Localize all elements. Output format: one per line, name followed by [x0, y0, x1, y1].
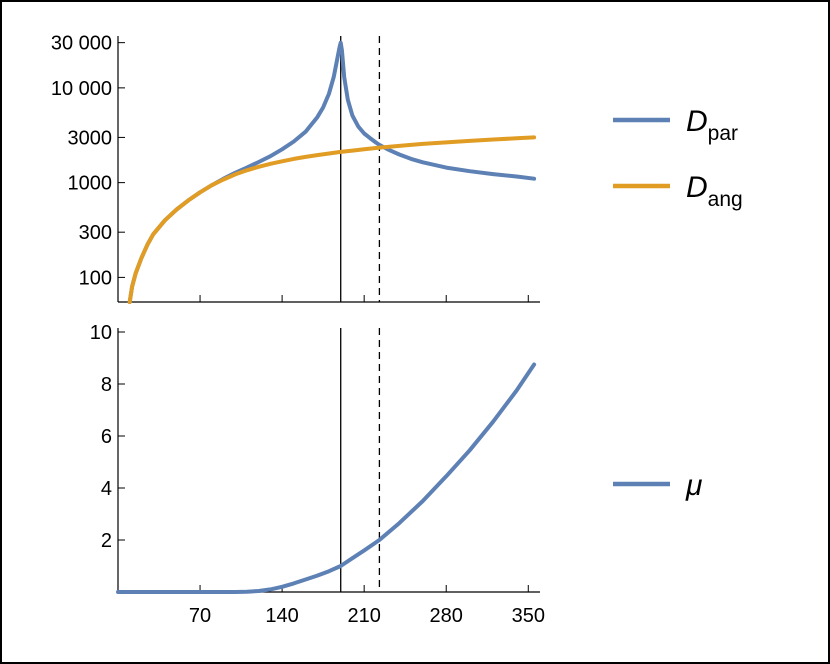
y-tick-label: 300 — [79, 222, 112, 244]
y-tick-label: 1000 — [68, 173, 113, 195]
legend-label-0-0: Dpar — [686, 105, 738, 145]
legend-subscript-text: par — [708, 122, 738, 145]
y-tick-label: 10 — [90, 322, 112, 344]
legend-label-0-1: Dang — [686, 171, 743, 211]
series-line-1-0 — [116, 362, 537, 594]
series-line-0-0 — [127, 40, 537, 304]
y-tick-label: 3000 — [68, 127, 113, 149]
y-tick-label: 10 000 — [51, 78, 112, 100]
x-tick-label: 210 — [347, 605, 380, 627]
x-tick-label: 280 — [430, 605, 463, 627]
legend-main-text: D — [686, 171, 708, 204]
y-tick-label: 8 — [101, 374, 112, 396]
y-tick-label: 2 — [101, 530, 112, 552]
x-tick-label: 350 — [512, 605, 545, 627]
series-line-0-1 — [127, 135, 537, 304]
y-tick-label: 4 — [101, 478, 112, 500]
legend-subscript-text: ang — [708, 188, 743, 211]
x-tick-label: 140 — [265, 605, 298, 627]
y-tick-label: 6 — [101, 426, 112, 448]
legend-main-text: D — [686, 105, 708, 138]
legend-main-text: μ — [685, 469, 702, 502]
x-tick-label: 70 — [189, 605, 211, 627]
y-tick-label: 100 — [79, 267, 112, 289]
legend-label-1-0: μ — [685, 469, 702, 502]
y-tick-label: 30 000 — [51, 33, 112, 55]
